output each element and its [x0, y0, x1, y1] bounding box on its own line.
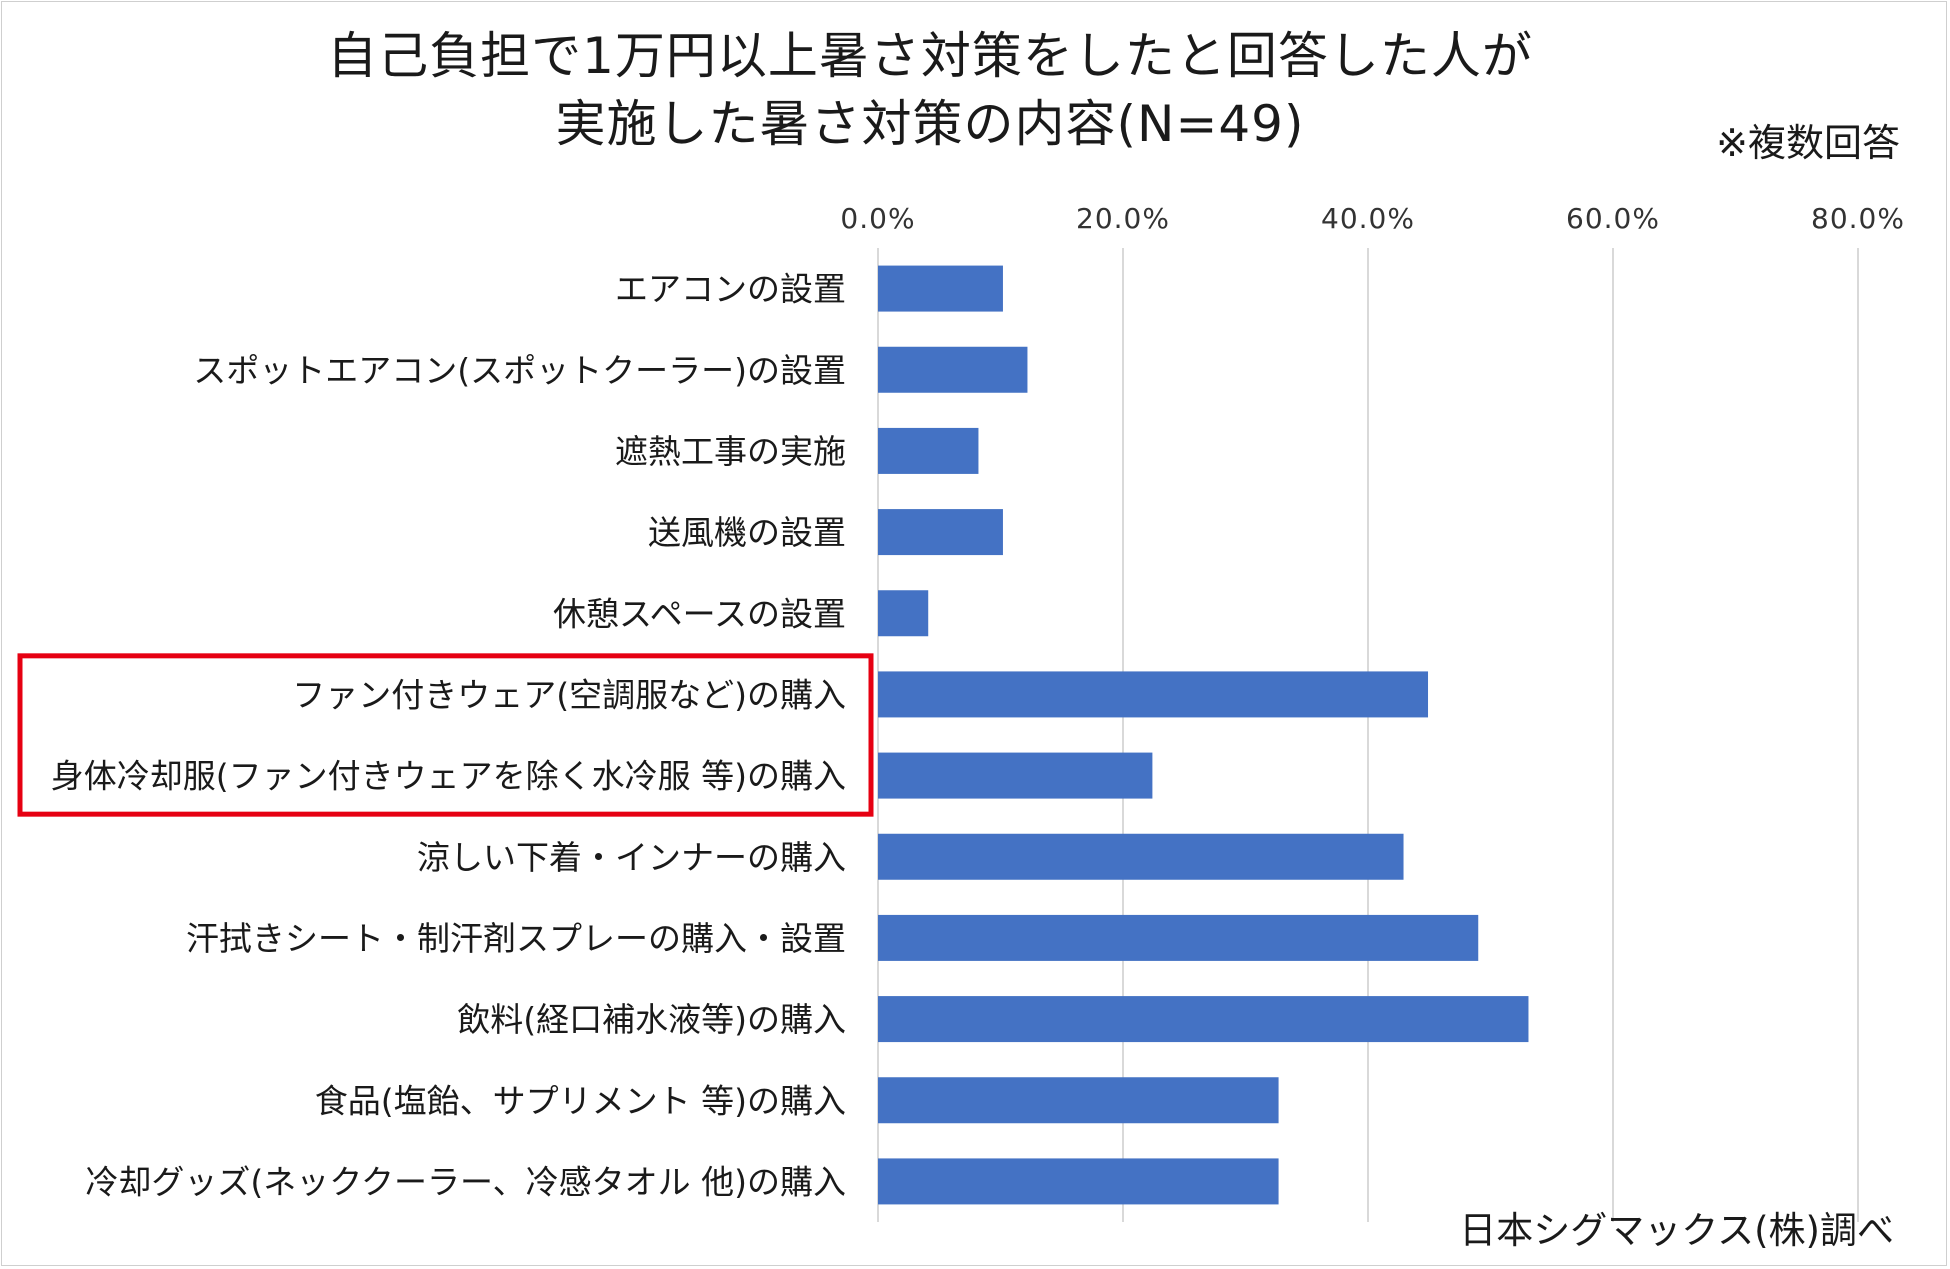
chart-title-line-1: 自己負担で1万円以上暑さ対策をしたと回答した人が — [327, 27, 1533, 85]
bar — [878, 752, 1153, 799]
bar — [878, 833, 1404, 880]
bar — [878, 914, 1479, 961]
x-tick-label: 40.0% — [1321, 202, 1415, 235]
category-label: 身体冷却服(ファン付きウェアを除く水冷服 等)の購入 — [51, 757, 846, 796]
bar — [878, 671, 1429, 718]
bar — [878, 509, 1003, 556]
category-label: 遮熱工事の実施 — [615, 432, 846, 471]
category-label: 飲料(経口補水液等)の購入 — [457, 1000, 846, 1039]
x-tick-label: 60.0% — [1566, 202, 1660, 235]
category-label: 休憩スペースの設置 — [553, 594, 846, 633]
category-label: スポットエアコン(スポットクーラー)の設置 — [193, 351, 846, 390]
category-label: 送風機の設置 — [648, 513, 846, 552]
category-label: 汗拭きシート・制汗剤スプレーの購入・設置 — [186, 919, 846, 958]
bar — [878, 590, 929, 637]
category-label: エアコンの設置 — [615, 270, 846, 309]
bar — [878, 346, 1028, 393]
category-label: ファン付きウェア(空調服など)の購入 — [292, 675, 846, 714]
source-note: 日本シグマックス(株)調べ — [1459, 1209, 1894, 1252]
category-label: 冷却グッズ(ネッククーラー、冷感タオル 他)の購入 — [85, 1162, 846, 1201]
bar — [878, 427, 979, 474]
x-tick-label: 20.0% — [1076, 202, 1170, 235]
x-tick-label: 0.0% — [840, 202, 915, 235]
multiple-answer-note: ※複数回答 — [1716, 121, 1900, 165]
highlight-box — [17, 653, 874, 817]
category-label: 涼しい下着・インナーの購入 — [417, 838, 846, 877]
bar — [878, 1158, 1279, 1205]
bar — [878, 1077, 1279, 1124]
category-label: 食品(塩飴、サプリメント 等)の購入 — [315, 1081, 846, 1120]
chart-title-line-2: 実施した暑さ対策の内容(N=49) — [555, 95, 1305, 153]
bar — [878, 996, 1529, 1043]
x-tick-label: 80.0% — [1811, 202, 1905, 235]
bar — [878, 265, 1003, 312]
chart-title: 自己負担で1万円以上暑さ対策をしたと回答した人が 実施した暑さ対策の内容(N=4… — [0, 22, 1950, 158]
